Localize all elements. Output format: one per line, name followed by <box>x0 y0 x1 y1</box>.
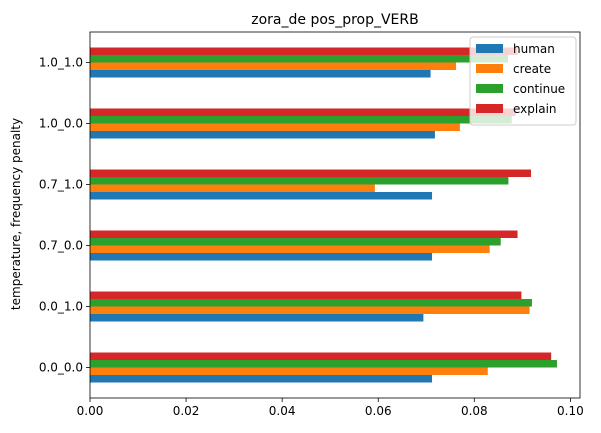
legend-swatch-create <box>476 64 503 73</box>
bar-create-1.0_0.0 <box>90 123 460 131</box>
bar-human-0.0_0.0 <box>90 375 433 383</box>
bar-continue-1.0_1.0 <box>90 55 508 63</box>
y-tick-label: 1.0_1.0 <box>39 56 83 70</box>
bar-explain-0.0_0.0 <box>90 352 552 360</box>
legend: human create continue explain <box>469 36 577 126</box>
y-axis-label: temperature, frequency penalty <box>9 118 23 310</box>
bar-explain-1.0_1.0 <box>90 47 518 55</box>
bar-continue-0.0_1.0 <box>90 299 532 307</box>
chart-title: zora_de pos_prop_VERB <box>251 12 419 28</box>
x-tick-label: 0.04 <box>269 404 296 418</box>
y-tick-label: 0.7_1.0 <box>39 178 83 192</box>
legend-label-explain: explain <box>513 102 557 116</box>
x-tick-label: 0.10 <box>557 404 584 418</box>
x-tick-label: 0.06 <box>365 404 392 418</box>
bar-continue-0.7_0.0 <box>90 238 501 246</box>
bar-continue-0.0_0.0 <box>90 360 557 368</box>
x-tick-label: 0.08 <box>461 404 488 418</box>
bar-human-1.0_0.0 <box>90 131 435 139</box>
y-tick-label: 1.0_0.0 <box>39 117 83 131</box>
bar-explain-0.7_1.0 <box>90 169 531 177</box>
plot-frame <box>89 31 581 399</box>
x-tick-label: 0.02 <box>173 404 200 418</box>
legend-swatch-human <box>476 44 503 53</box>
y-axis: 0.0_0.0 0.0_1.0 0.7_0.0 0.7_1.0 1.0_0.0 1.0_1… <box>39 56 90 375</box>
bar-explain-1.0_0.0 <box>90 108 516 116</box>
y-tick-label: 0.0_0.0 <box>39 361 83 375</box>
bar-create-0.0_1.0 <box>90 306 530 314</box>
bar-explain-0.0_1.0 <box>90 291 522 299</box>
bar-create-0.0_0.0 <box>90 367 488 375</box>
bar-create-0.7_1.0 <box>90 184 375 192</box>
bar-continue-1.0_0.0 <box>90 116 512 124</box>
bar-human-0.7_0.0 <box>90 253 433 261</box>
y-tick-label: 0.7_0.0 <box>39 239 83 253</box>
bars-layer <box>90 47 557 383</box>
bar-explain-0.7_0.0 <box>90 230 518 238</box>
legend-swatch-continue <box>476 84 503 93</box>
y-tick-label: 0.0_1.0 <box>39 300 83 314</box>
bar-human-0.7_1.0 <box>90 192 433 200</box>
bar-create-1.0_1.0 <box>90 62 457 70</box>
bar-human-1.0_1.0 <box>90 70 431 78</box>
bar-create-0.7_0.0 <box>90 245 490 253</box>
legend-swatch-explain <box>476 104 503 113</box>
bar-human-0.0_1.0 <box>90 314 424 322</box>
legend-label-human: human <box>513 42 555 56</box>
legend-box <box>469 36 577 126</box>
legend-label-continue: continue <box>513 82 565 96</box>
legend-label-create: create <box>513 62 551 76</box>
x-axis: 0.00 0.02 0.04 0.06 0.08 0.10 <box>77 398 584 418</box>
x-tick-label: 0.00 <box>77 404 104 418</box>
bar-continue-0.7_1.0 <box>90 177 509 185</box>
